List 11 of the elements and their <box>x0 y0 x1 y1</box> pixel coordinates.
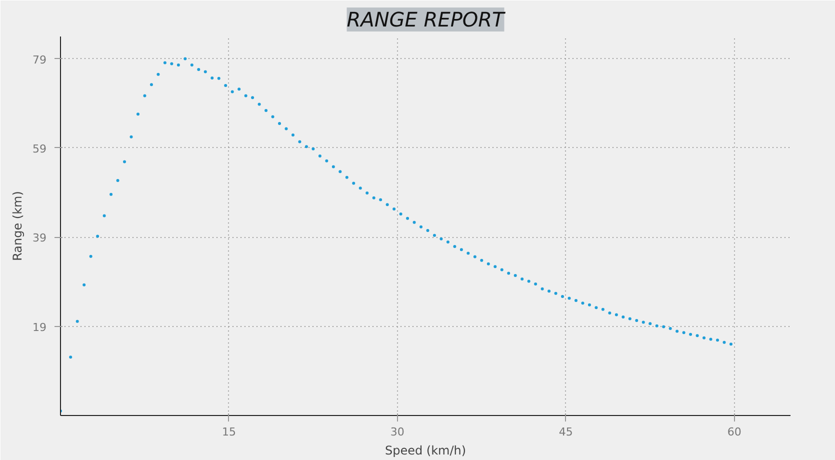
x-axis-title: Speed (km/h) <box>384 444 466 458</box>
y-tick-label: 19 <box>32 320 47 334</box>
x-tick-label: 45 <box>558 426 573 438</box>
x-tick-label: 30 <box>390 426 404 438</box>
y-tick-label: 39 <box>32 232 47 245</box>
x-tick-label: 60 <box>727 426 742 438</box>
y-tick-label: 79 <box>32 53 47 66</box>
x-tick-label: 15 <box>222 426 236 438</box>
y-tick-label: 59 <box>32 142 47 156</box>
y-axis-title: Range (km) <box>10 191 25 261</box>
chart-title: RANGE REPORT <box>346 8 506 32</box>
